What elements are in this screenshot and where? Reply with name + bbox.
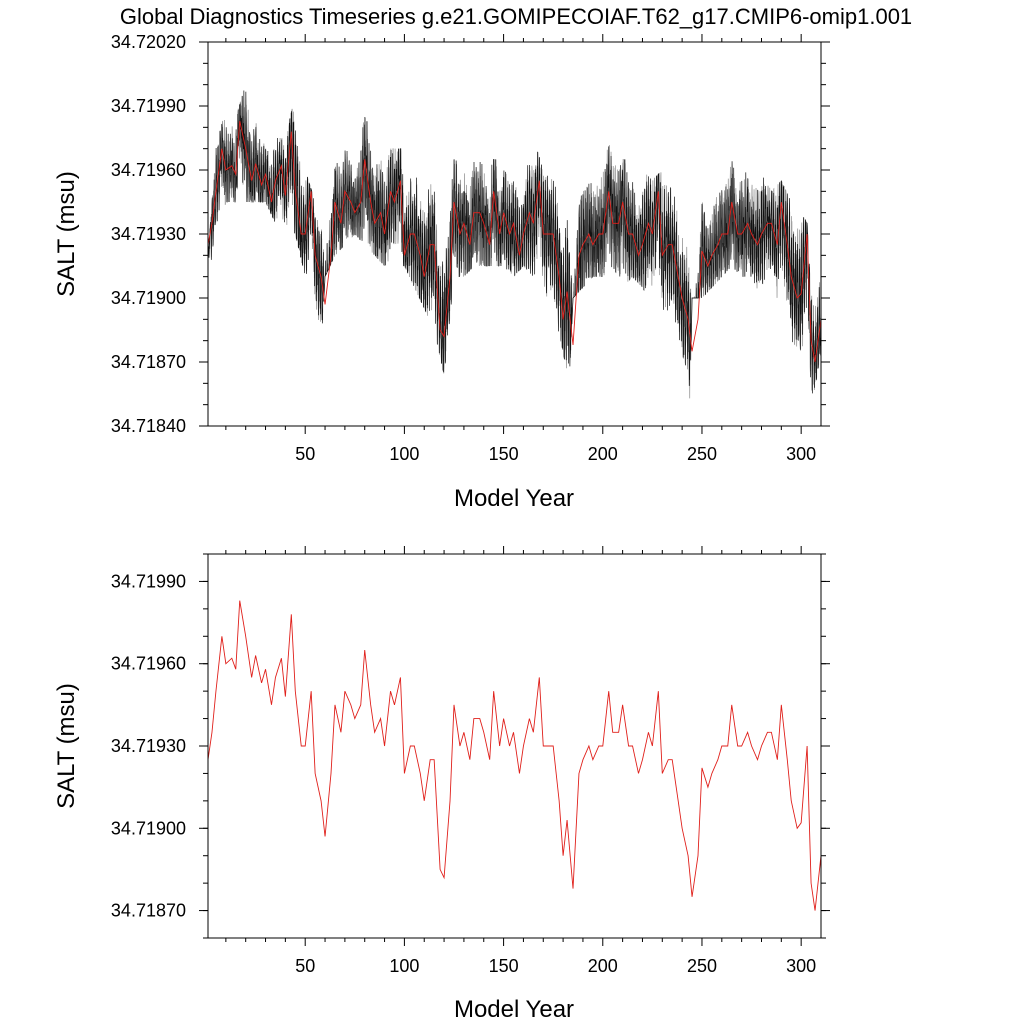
bottom-y-tick-label: 34.71900 [111,818,186,838]
top-axis-ticks: 50 100 150 200 250 300 34.71840 34.71870 34.7190… [111,32,830,464]
top-x-tick-label: 150 [489,444,519,464]
bottom-plot-frame [207,553,822,939]
top-y-tick-label: 34.71870 [111,352,186,372]
top-y-tick-label: 34.71990 [111,96,186,116]
top-x-axis-label: Model Year [454,485,574,512]
top-y-axis-label: SALT (msu) [53,171,80,297]
bottom-series-group [207,600,822,911]
top-y-tick-label: 34.71900 [111,288,186,308]
top-series-group [207,90,822,399]
bottom-panel: 50 100 150 200 250 300 34.71870 34.71900 34.7193… [53,546,830,1023]
bottom-x-tick-label: 150 [489,956,519,976]
top-panel: 50 100 150 200 250 300 34.71840 34.71870 34.7190… [53,32,830,512]
top-x-tick-label: 200 [588,444,618,464]
bottom-x-tick-label: 50 [295,956,315,976]
bottom-y-tick-label: 34.71990 [111,571,186,591]
top-y-tick-label: 34.71840 [111,416,186,436]
top-y-tick-label: 34.71960 [111,160,186,180]
top-y-tick-label: 34.72020 [111,32,186,52]
bottom-x-axis-label: Model Year [454,996,574,1023]
bottom-axis-ticks: 50 100 150 200 250 300 34.71870 34.71900 34.7193… [111,546,830,976]
bottom-x-tick-label: 300 [786,956,816,976]
bottom-annual-series-line [207,600,822,911]
top-monthly-series-dark [207,90,822,394]
top-x-tick-label: 250 [687,444,717,464]
top-x-tick-label: 100 [389,444,419,464]
bottom-y-axis-label: SALT (msu) [53,683,80,809]
bottom-x-tick-label: 100 [389,956,419,976]
bottom-x-tick-label: 200 [588,956,618,976]
figure-title: Global Diagnostics Timeseries g.e21.GOMI… [120,4,912,29]
bottom-x-tick-label: 250 [687,956,717,976]
top-annual-series-line [207,120,822,363]
bottom-y-tick-label: 34.71960 [111,654,186,674]
top-x-tick-label: 300 [786,444,816,464]
bottom-y-tick-label: 34.71870 [111,901,186,921]
bottom-y-tick-label: 34.71930 [111,736,186,756]
top-x-tick-label: 50 [295,444,315,464]
top-y-tick-label: 34.71930 [111,224,186,244]
